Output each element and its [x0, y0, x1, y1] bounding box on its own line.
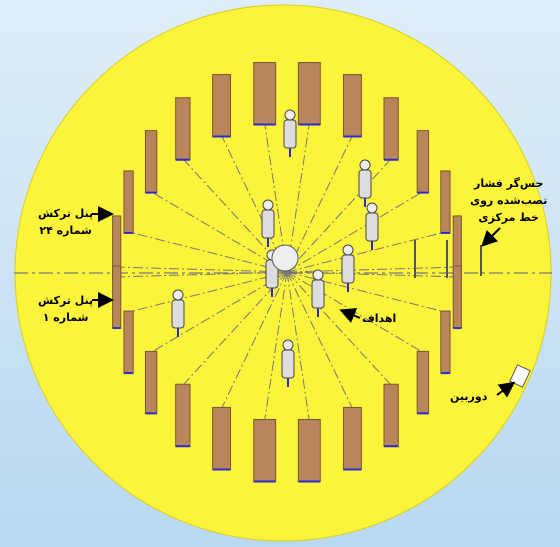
target-head	[284, 109, 296, 121]
target-body	[358, 169, 372, 199]
target-body	[365, 212, 379, 242]
panel	[253, 418, 277, 482]
panel	[297, 418, 321, 482]
panel	[440, 170, 451, 234]
ray	[286, 266, 458, 273]
target-body	[171, 299, 185, 329]
sensors	[414, 240, 482, 278]
panel	[452, 265, 462, 329]
panel	[144, 350, 158, 414]
ray	[150, 271, 288, 353]
ray	[116, 271, 288, 278]
targets-label: اهداف	[362, 312, 397, 325]
ray	[286, 158, 392, 273]
ray	[264, 271, 288, 421]
panel	[416, 130, 430, 194]
target-body	[261, 209, 275, 239]
target-head	[312, 269, 324, 281]
panel	[383, 383, 399, 447]
target-head	[262, 199, 274, 211]
ray	[286, 135, 353, 273]
target-head	[366, 202, 378, 214]
ray	[286, 271, 458, 278]
target-head	[342, 244, 354, 256]
panel	[112, 265, 122, 329]
panel-1-label: پنل ترکش شماره ۱	[38, 294, 94, 324]
charge	[271, 244, 299, 272]
sensor-label: حس‌گر فشار تصب‌شده روی خط مرکزی	[470, 177, 548, 224]
panel	[212, 74, 232, 138]
panel	[297, 62, 321, 126]
ray	[221, 271, 288, 409]
panel	[144, 130, 158, 194]
panel	[212, 406, 232, 470]
panel	[416, 350, 430, 414]
panel-24-label: پنل ترکش شماره ۲۴	[38, 207, 94, 237]
ray	[128, 271, 288, 313]
ray	[286, 271, 446, 313]
panel	[253, 62, 277, 126]
panel	[342, 406, 362, 470]
ray	[128, 231, 288, 273]
panel	[175, 383, 191, 447]
target-head	[172, 289, 184, 301]
target-head	[359, 159, 371, 171]
target-body	[281, 349, 295, 379]
panel	[123, 170, 134, 234]
target-head	[282, 339, 294, 351]
ray	[116, 266, 288, 273]
target-body	[311, 279, 325, 309]
panel	[123, 310, 134, 374]
ray	[286, 271, 310, 421]
ray	[286, 231, 446, 273]
panel	[383, 97, 399, 161]
arrows	[92, 206, 516, 398]
panel	[342, 74, 362, 138]
camera-label: دوربین	[450, 390, 488, 403]
ray	[286, 191, 424, 273]
panel	[175, 97, 191, 161]
target-body	[283, 119, 297, 149]
ray	[150, 191, 288, 273]
ray	[286, 271, 392, 386]
ray	[286, 271, 353, 409]
camera	[509, 364, 531, 388]
panel	[440, 310, 451, 374]
ray	[182, 271, 288, 386]
target-body	[341, 254, 355, 284]
